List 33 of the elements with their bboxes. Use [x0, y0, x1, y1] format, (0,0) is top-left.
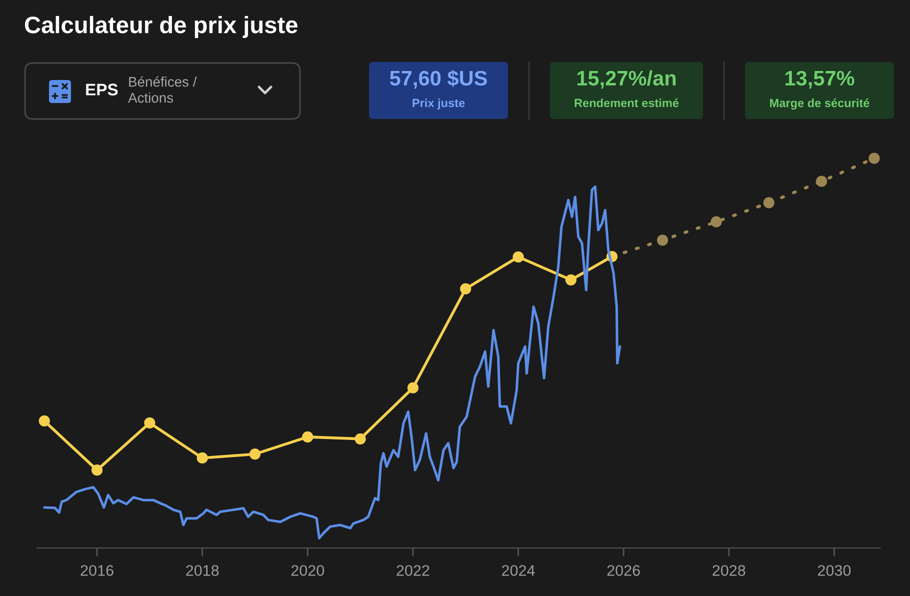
chart-title: Calculateur de prix juste: [24, 16, 298, 38]
point: [407, 382, 419, 394]
text: Prix juste: [412, 98, 465, 110]
point: [763, 197, 774, 208]
text: Rendement estimé: [574, 98, 679, 108]
x-tick-label: 2022: [396, 565, 430, 576]
x-tick-label: 2028: [712, 565, 746, 576]
point: [144, 417, 156, 428]
point: [249, 448, 261, 460]
x-tick-label: 2030: [818, 565, 851, 576]
point: [196, 452, 208, 464]
text: 13,57%: [785, 70, 854, 89]
point: [816, 176, 828, 187]
point: [354, 433, 366, 444]
x-tick-label: 2020: [291, 565, 324, 576]
point: [565, 274, 576, 286]
point: [38, 415, 50, 427]
x-tick-label: 2016: [80, 565, 114, 576]
text: 15,27%/an: [577, 70, 676, 89]
x-tick-label: 2018: [186, 565, 219, 576]
point: [710, 216, 722, 228]
point: [302, 431, 314, 442]
text: 57,60 $US: [390, 70, 487, 89]
text: Marge de sécurité: [770, 98, 870, 110]
x-tick-label: 2024: [502, 565, 535, 576]
point: [460, 283, 472, 294]
point: [91, 464, 103, 476]
text: Bénéfices / Actions: [128, 76, 197, 103]
point: [656, 234, 668, 246]
x-tick-label: 2026: [607, 565, 640, 576]
point: [512, 251, 524, 262]
point: [868, 152, 880, 164]
text: EPS: [86, 84, 118, 96]
